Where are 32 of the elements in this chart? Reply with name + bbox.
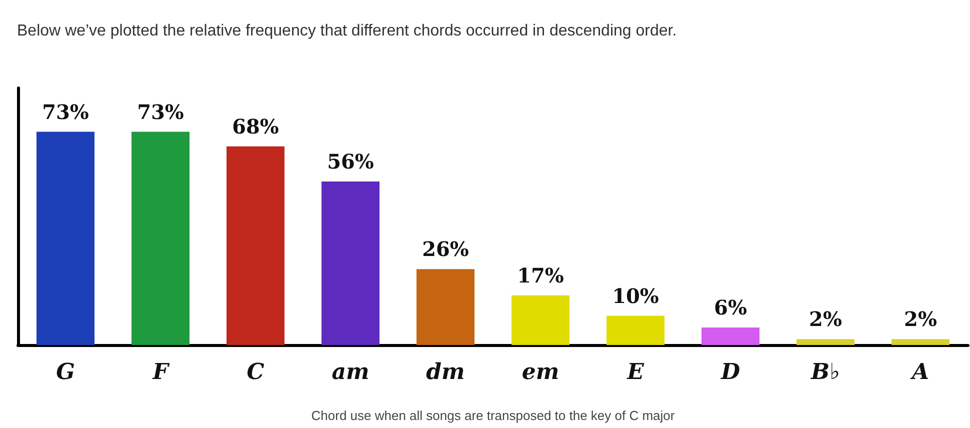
x-tick-label: A xyxy=(910,359,930,385)
bar xyxy=(606,316,664,345)
data-label: 73% xyxy=(137,100,184,124)
data-label: 6% xyxy=(714,295,747,320)
chart-title: Below we’ve plotted the relative frequency that different chords occurred in descending order. xyxy=(17,22,677,40)
x-tick-label: C xyxy=(246,359,265,385)
bar xyxy=(416,269,474,345)
x-tick-label: em xyxy=(522,359,560,385)
data-label: 73% xyxy=(42,100,89,124)
x-tick-label: B♭ xyxy=(810,359,840,385)
x-tick-label: E xyxy=(626,359,646,385)
bar xyxy=(702,327,760,345)
bar xyxy=(796,339,854,345)
bar xyxy=(226,146,284,345)
bar xyxy=(132,132,190,345)
x-tick-label: D xyxy=(720,359,740,385)
data-label: 2% xyxy=(809,307,842,332)
x-tick-label: F xyxy=(152,359,170,385)
data-label: 2% xyxy=(904,307,937,332)
x-tick-label: am xyxy=(332,359,370,385)
x-axis-title: Chord use when all songs are transposed to the key of C major xyxy=(311,408,676,423)
x-tick-label: dm xyxy=(426,359,465,385)
data-label: 17% xyxy=(517,263,564,288)
data-label: 26% xyxy=(422,237,469,262)
x-tick-label: G xyxy=(56,359,75,385)
bar xyxy=(892,339,950,345)
bar xyxy=(36,132,94,345)
data-label: 56% xyxy=(327,149,374,174)
bar xyxy=(512,295,570,345)
data-label: 10% xyxy=(612,284,659,308)
data-label: 68% xyxy=(232,114,279,138)
bar xyxy=(322,181,380,345)
